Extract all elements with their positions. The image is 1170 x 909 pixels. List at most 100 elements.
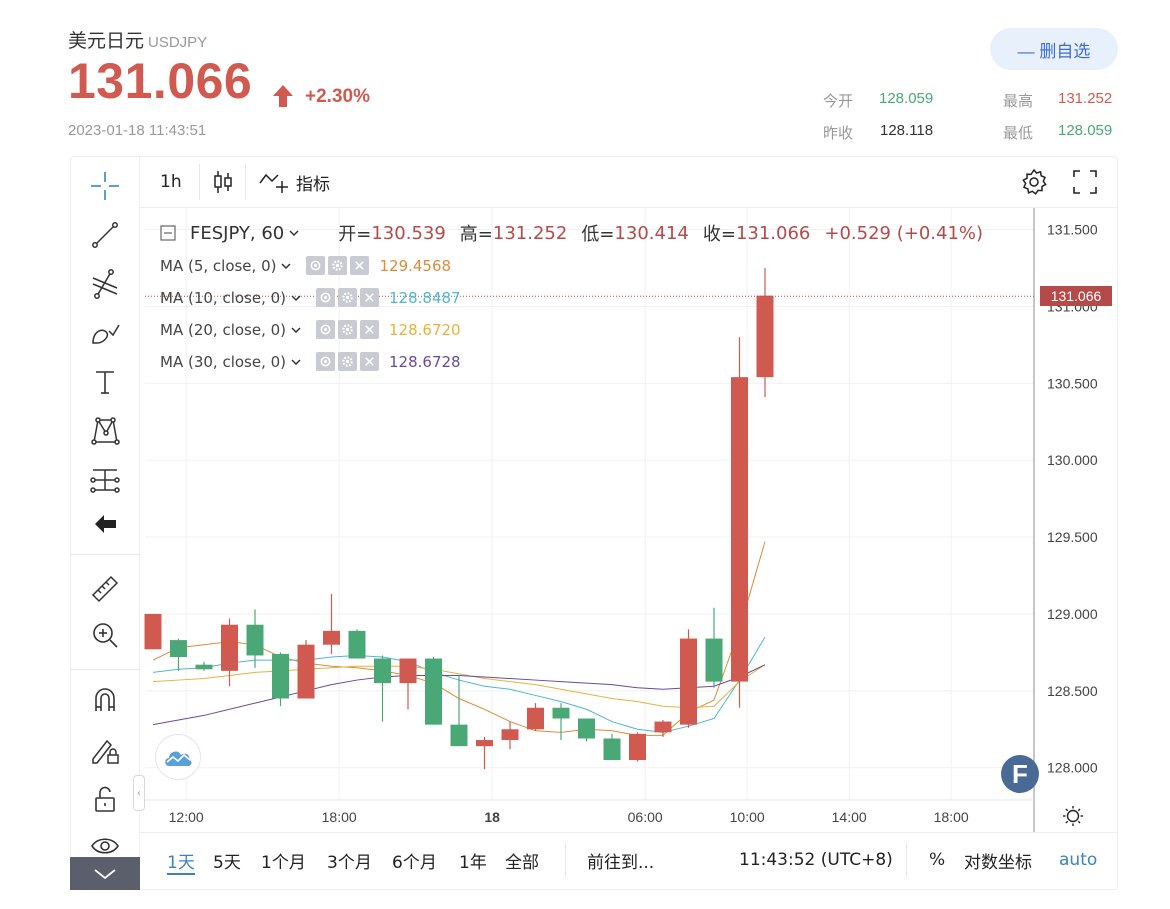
range-all[interactable]: 全部 [505,852,539,873]
ma-legend-row: MA (30, close, 0) 128.6728 [160,352,461,371]
crosshair-icon [91,172,119,200]
close-icon [355,261,365,270]
ma-label[interactable]: MA (10, close, 0) [160,288,287,307]
pattern-icon [91,417,120,445]
low-label: 最低 [1003,124,1034,142]
ma-visibility-button[interactable] [316,288,336,307]
ma-value: 128.8487 [389,288,461,307]
high-value: 131.252 [1058,90,1113,107]
close-icon [365,293,374,302]
chevron-left-icon: ‹ [137,787,141,799]
instrument-symbol: USDJPY [148,34,208,51]
chart-logo[interactable] [155,734,201,780]
chevron-down-icon [291,294,301,301]
ma-legend-row: MA (10, close, 0) 128.8487 [160,288,461,307]
ruler-icon [91,575,119,603]
magnet-tool[interactable] [70,680,140,720]
toolbar-divider [245,164,246,200]
ma-remove-button[interactable] [360,288,380,307]
eye-icon [320,324,331,335]
indicators-button[interactable]: 指标 [258,156,330,208]
ma-visibility-button[interactable] [306,256,326,275]
range-6m[interactable]: 6个月 [392,852,437,873]
ma-label[interactable]: MA (5, close, 0) [160,256,277,275]
candles-icon [214,171,232,193]
lock-drawings-tool[interactable] [70,731,140,771]
tools-scroll-down-button[interactable] [70,857,140,890]
fullscreen-button[interactable] [1072,156,1098,208]
ma-settings-button[interactable] [338,352,358,371]
pattern-tool[interactable] [70,411,140,451]
ma-settings-button[interactable] [328,256,348,275]
trend-line-tool[interactable] [70,215,140,255]
high-label: 最高 [1003,92,1034,110]
range-5d[interactable]: 5天 [213,852,241,873]
lock-tool[interactable] [70,779,140,819]
percent-scale-toggle[interactable]: % [929,850,946,870]
remove-from-watchlist-button[interactable]: — 删自选 [990,28,1118,70]
range-3m[interactable]: 3个月 [327,852,372,873]
toolbar-divider [199,164,200,200]
eye-icon [311,260,321,271]
gear-icon [342,292,353,303]
text-icon [96,371,114,394]
ma-settings-button[interactable] [338,288,358,307]
prev-close-label: 昨收 [823,124,854,142]
close-legend-label: 收= [702,224,736,245]
ma-remove-button[interactable] [360,320,380,339]
chevron-down-icon [291,358,301,365]
low-legend-label: 低= [581,224,615,245]
ma-label[interactable]: MA (30, close, 0) [160,352,287,371]
auto-scale-toggle[interactable]: auto [1059,850,1098,870]
back-tool[interactable] [70,504,140,544]
ma-value: 128.6720 [389,320,461,339]
chart-widget [70,156,1118,890]
ma-settings-button[interactable] [338,320,358,339]
current-price-tag: 131.066 [1040,286,1112,307]
zoom-tool[interactable] [70,615,140,655]
ma-value: 128.6728 [389,352,461,371]
gear-icon [332,260,344,271]
indicators-label: 指标 [296,174,330,195]
toolbar-divider [70,554,140,555]
prediction-tool[interactable] [70,460,140,500]
lock-draw-icon [92,739,119,764]
ma-remove-button[interactable] [360,352,380,371]
prev-close-value: 128.118 [880,122,934,139]
up-arrow-icon [273,85,293,107]
interval-selector[interactable]: 1h [160,172,182,192]
ma-remove-button[interactable] [350,256,370,275]
measure-tool[interactable] [70,569,140,609]
visibility-tool[interactable] [70,826,140,866]
ma-visibility-button[interactable] [316,352,336,371]
drawing-toolbar [70,156,140,890]
fib-tool[interactable] [70,264,140,304]
series-legend: FESJPY, 60 开= 130.539 高= 131.252 低= 130.414… [160,220,983,246]
log-scale-toggle[interactable]: 对数坐标 [964,852,1032,873]
low-legend-value: 130.414 [614,222,689,244]
collapse-toolbar-button[interactable]: ‹ [133,775,145,811]
legend-symbol[interactable]: FESJPY, 60 [190,222,285,244]
range-1y[interactable]: 1年 [459,852,487,873]
range-1m[interactable]: 1个月 [261,852,306,873]
chart-type-button[interactable] [212,156,234,208]
prediction-icon [90,469,120,493]
brush-tool[interactable] [70,313,140,353]
goto-date-button[interactable]: 前往到... [587,852,655,873]
low-value: 128.059 [1058,122,1113,139]
crosshair-tool[interactable] [70,166,140,206]
timezone-clock[interactable]: 11:43:52 (UTC+8) [739,850,893,870]
chart-settings-button[interactable] [1020,156,1048,208]
open-legend-value: 130.539 [371,222,446,244]
toolbar-divider [70,669,140,670]
quote-timestamp: 2023-01-18 11:43:51 [68,122,207,139]
event-flag-icon[interactable]: F [1001,755,1039,793]
indicators-icon [259,173,288,193]
bottom-divider [565,843,566,877]
ma-visibility-button[interactable] [316,320,336,339]
text-tool[interactable] [70,362,140,402]
close-icon [365,325,374,334]
range-1d[interactable]: 1天 [167,852,195,873]
ma-label[interactable]: MA (20, close, 0) [160,320,287,339]
collapse-legend-icon[interactable] [160,225,176,241]
